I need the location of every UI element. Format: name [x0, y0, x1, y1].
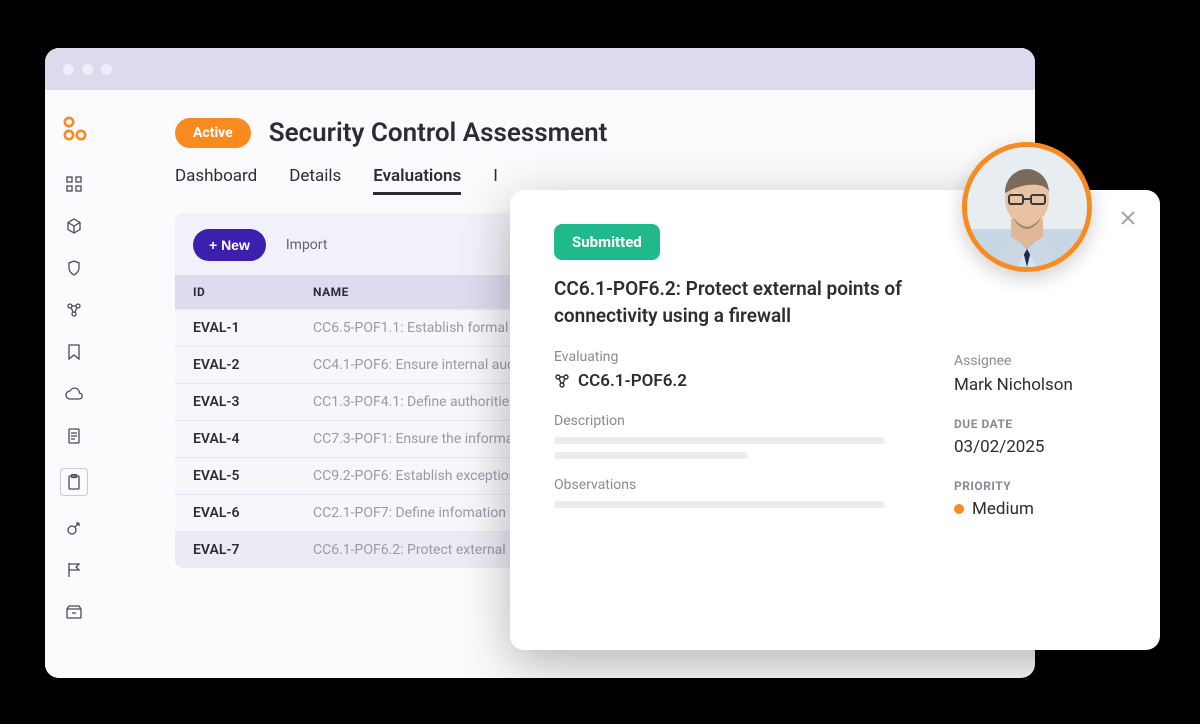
- priority-value: Medium: [954, 499, 1124, 519]
- priority-dot-icon: [954, 504, 964, 514]
- target-icon[interactable]: [64, 518, 84, 538]
- row-id: EVAL-2: [175, 347, 295, 384]
- network-icon[interactable]: [64, 300, 84, 320]
- observations-placeholder: [554, 501, 914, 508]
- observations-label: Observations: [554, 477, 914, 493]
- tab-evaluations[interactable]: Evaluations: [373, 166, 461, 195]
- page-title: Security Control Assessment: [269, 118, 608, 148]
- evaluating-value: CC6.1-POF6.2: [554, 371, 914, 391]
- window-dot[interactable]: [63, 64, 74, 75]
- due-date-value: 03/02/2025: [954, 437, 1124, 457]
- assignee-avatar: [962, 142, 1092, 272]
- assignee-label: Assignee: [954, 353, 1124, 369]
- cube-icon[interactable]: [64, 216, 84, 236]
- description-placeholder: [554, 437, 914, 459]
- row-id: EVAL-3: [175, 384, 295, 421]
- evaluation-detail-card: Submitted CC6.1-POF6.2: Protect external…: [510, 190, 1160, 650]
- cloud-icon[interactable]: [64, 384, 84, 404]
- priority-value-text: Medium: [972, 499, 1034, 519]
- new-button[interactable]: + New: [193, 229, 266, 261]
- row-id: EVAL-4: [175, 421, 295, 458]
- row-id: EVAL-5: [175, 458, 295, 495]
- archive-icon[interactable]: [64, 602, 84, 622]
- import-link[interactable]: Import: [286, 237, 328, 253]
- evaluating-label: Evaluating: [554, 349, 914, 365]
- bookmark-icon[interactable]: [64, 342, 84, 362]
- tab-truncated[interactable]: I: [493, 166, 498, 195]
- logo-icon: [59, 114, 89, 144]
- row-id: EVAL-1: [175, 310, 295, 347]
- tab-details[interactable]: Details: [289, 166, 341, 195]
- priority-label: PRIORITY: [954, 479, 1124, 493]
- document-icon[interactable]: [64, 426, 84, 446]
- status-pill: Active: [175, 118, 251, 148]
- tab-dashboard[interactable]: Dashboard: [175, 166, 257, 195]
- description-label: Description: [554, 413, 914, 429]
- card-title: CC6.1-POF6.2: Protect external points of…: [554, 276, 914, 329]
- col-id: ID: [175, 275, 295, 310]
- close-icon[interactable]: [1118, 208, 1138, 232]
- clipboard-icon[interactable]: [60, 468, 88, 496]
- card-status-pill: Submitted: [554, 224, 660, 260]
- window-title-bar: [45, 48, 1035, 90]
- flag-icon[interactable]: [64, 560, 84, 580]
- sidebar: [45, 90, 103, 678]
- evaluating-value-text: CC6.1-POF6.2: [578, 371, 687, 391]
- assignee-value: Mark Nicholson: [954, 375, 1124, 395]
- dashboard-icon[interactable]: [64, 174, 84, 194]
- shield-icon[interactable]: [64, 258, 84, 278]
- due-date-label: DUE DATE: [954, 417, 1124, 431]
- row-id: EVAL-7: [175, 532, 295, 569]
- window-dot[interactable]: [82, 64, 93, 75]
- network-icon-small: [554, 373, 570, 389]
- window-dot[interactable]: [101, 64, 112, 75]
- row-id: EVAL-6: [175, 495, 295, 532]
